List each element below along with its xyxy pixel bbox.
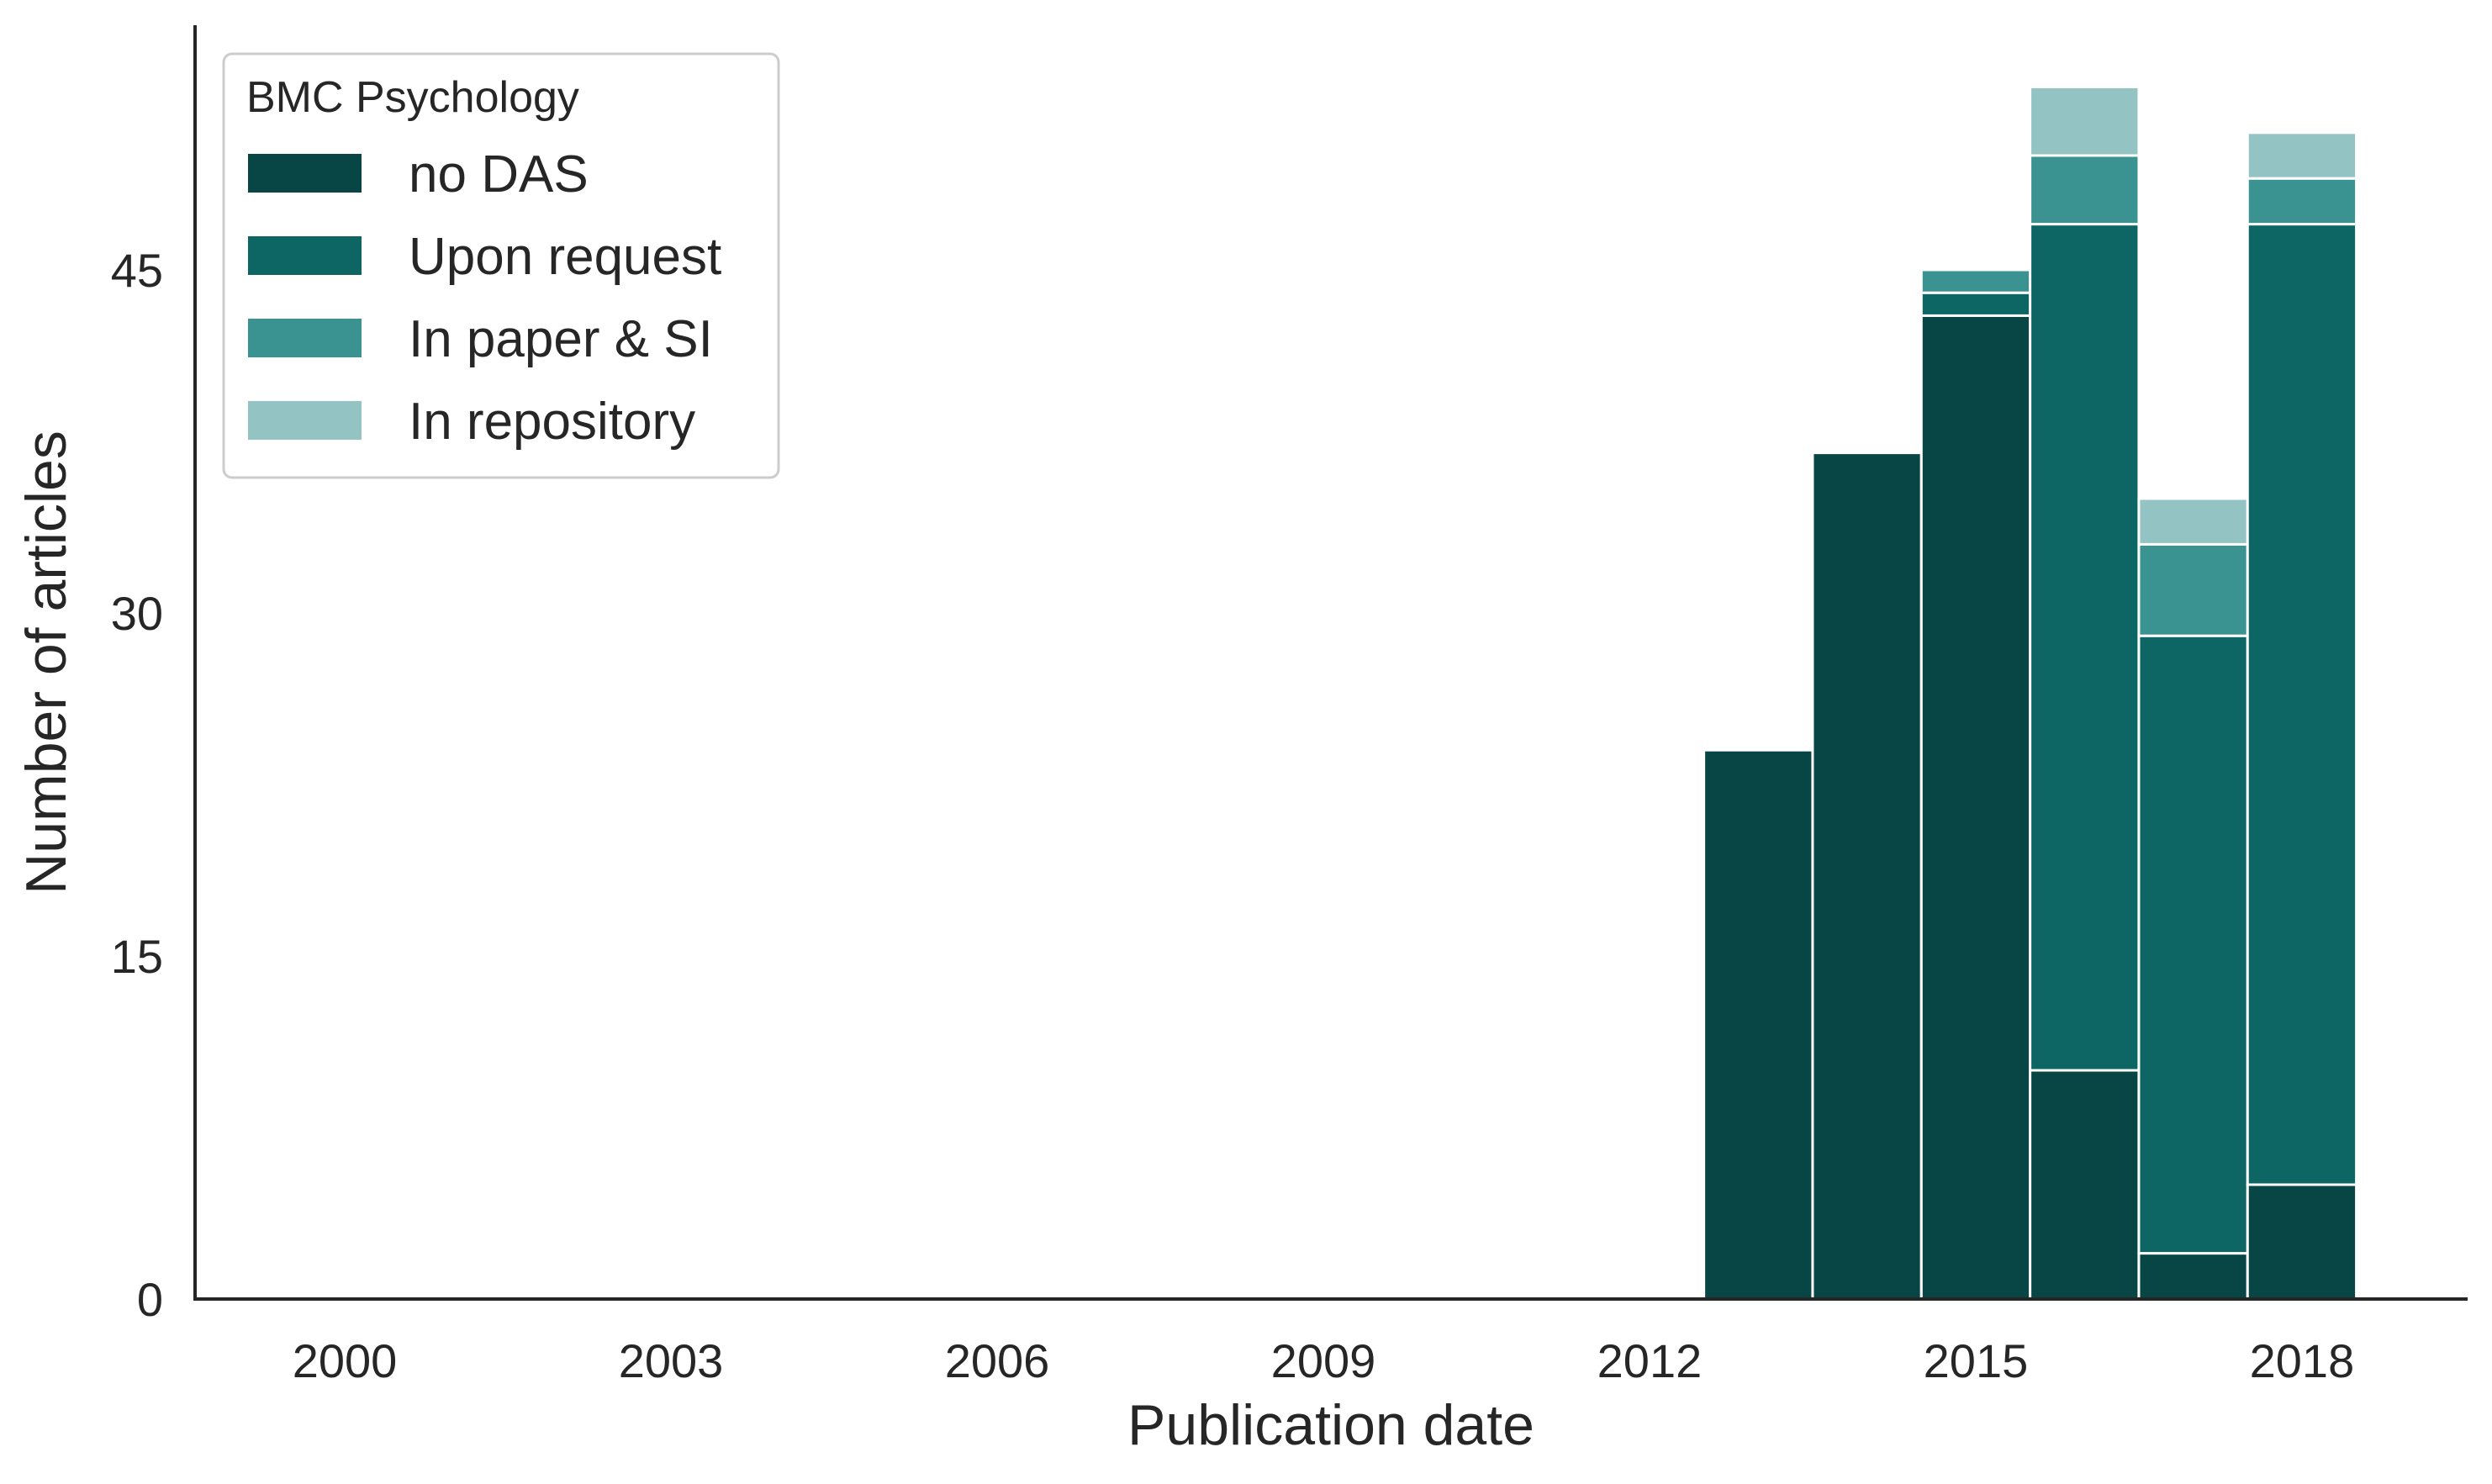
x-tick-label: 2015 xyxy=(1924,1334,2029,1387)
bar-2016-series-3 xyxy=(2029,85,2141,157)
x-tick-label: 2009 xyxy=(1271,1334,1376,1387)
y-tick-label: 0 xyxy=(137,1273,163,1326)
x-tick-label: 2006 xyxy=(945,1334,1050,1387)
y-tick-label: 45 xyxy=(111,244,163,297)
legend-label: In paper & SI xyxy=(409,310,713,368)
bar-2017-series-1 xyxy=(2137,634,2249,1255)
y-tick-labels: 0 15 30 45 xyxy=(111,244,163,1326)
x-axis-label: Publication date xyxy=(1127,1393,1534,1457)
bar-2016-series-0 xyxy=(2029,1069,2141,1301)
legend-swatch xyxy=(248,319,362,357)
legend-swatch xyxy=(248,401,362,440)
y-tick-label: 30 xyxy=(111,587,163,640)
legend-label: Upon request xyxy=(409,228,721,286)
bar-2013-series-0 xyxy=(1703,748,1814,1301)
bar-2016-series-1 xyxy=(2029,223,2141,1072)
legend-frame xyxy=(222,52,780,479)
bar-2018-series-1 xyxy=(2246,223,2358,1186)
x-tick-labels: 2000 2003 2006 2009 2012 2015 2018 xyxy=(293,1334,2355,1387)
bar-2016-series-2 xyxy=(2029,154,2141,226)
x-tick-label: 2012 xyxy=(1597,1334,1703,1387)
legend-title: BMC Psychology xyxy=(246,73,579,122)
y-axis-label: Number of articles xyxy=(14,430,78,895)
bar-2018-series-3 xyxy=(2246,131,2358,180)
y-tick-label: 15 xyxy=(111,930,163,983)
bars-group xyxy=(1703,85,2358,1301)
bar-2017-series-0 xyxy=(2137,1252,2249,1301)
bar-2014-series-0 xyxy=(1811,452,1923,1301)
legend-label: In repository xyxy=(409,393,695,451)
bar-2015-series-2 xyxy=(1919,268,2032,294)
bar-2015-series-1 xyxy=(1919,291,2032,317)
x-tick-label: 2018 xyxy=(2250,1334,2355,1387)
x-tick-label: 2000 xyxy=(293,1334,398,1387)
bar-2018-series-0 xyxy=(2246,1183,2358,1301)
legend-items: no DAS Upon request In paper & SI In reposi… xyxy=(248,145,721,451)
bar-2017-series-3 xyxy=(2137,497,2249,546)
bar-2017-series-2 xyxy=(2137,542,2249,637)
legend: BMC Psychology no DAS Upon request In pape… xyxy=(222,52,780,479)
legend-label: no DAS xyxy=(409,145,589,203)
bar-2018-series-2 xyxy=(2246,177,2358,226)
legend-swatch xyxy=(248,154,362,193)
legend-swatch xyxy=(248,236,362,275)
bar-2015-series-0 xyxy=(1919,314,2032,1301)
x-tick-label: 2003 xyxy=(619,1334,724,1387)
